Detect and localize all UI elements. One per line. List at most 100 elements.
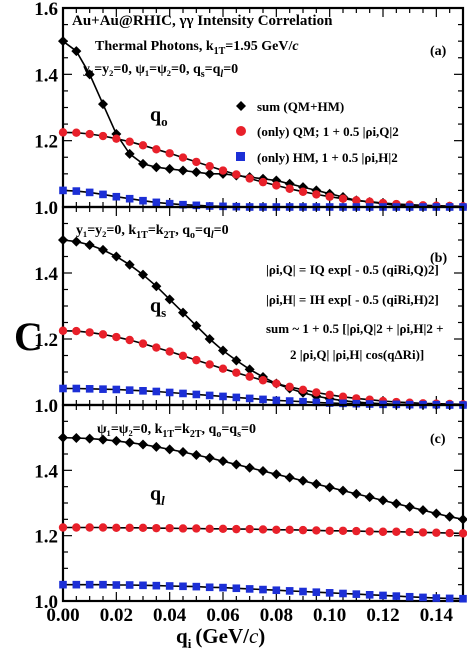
sum-point xyxy=(98,99,108,110)
hm-point xyxy=(445,594,454,603)
formula-3: sum ~ 1 + 0.5 [|ρi,Q|2 + |ρi,H|2 + xyxy=(266,321,444,336)
sum-point xyxy=(84,433,95,444)
legend-hm-label: (only) HM, 1 + 0.5 |ρi,H|2 xyxy=(257,150,398,165)
qm-point xyxy=(445,528,454,538)
hm-point xyxy=(152,387,161,396)
qm-point xyxy=(232,170,241,179)
sum-point xyxy=(58,432,68,443)
qm-point xyxy=(125,137,134,146)
qm-point xyxy=(58,326,68,335)
hm-point xyxy=(85,188,94,197)
panel-c-line1: ψ₁=ψ₂=0, k1T=k2T, qo=qs=0 xyxy=(97,422,256,440)
sum-point xyxy=(84,69,95,80)
qm-point xyxy=(245,372,254,381)
sum-point xyxy=(178,307,188,318)
sum-point xyxy=(71,236,82,247)
qm-point xyxy=(85,523,94,532)
panels-group: 1.0 1.2 1.4 1.6 1.0 1.2 1.4 1.0 1.2 1.4 0.00 0.02 0.… xyxy=(34,0,467,626)
sum-point xyxy=(391,498,402,509)
hm-point xyxy=(299,587,307,596)
hm-point xyxy=(365,590,374,599)
sum-point xyxy=(431,508,442,519)
hm-point xyxy=(179,200,187,209)
qm-point xyxy=(72,326,81,336)
hm-point xyxy=(139,196,147,205)
hm-point xyxy=(419,593,427,602)
panel-b-line1: y₁=y₂=0, k1T=k2T, qo=ql=0 xyxy=(76,223,229,241)
qm-point xyxy=(272,525,281,534)
qm-point xyxy=(325,390,334,399)
qm-point xyxy=(98,523,108,532)
panel-c-diamond-curve xyxy=(62,436,464,521)
qm-point xyxy=(178,524,188,533)
x-tick-label: 0.06 xyxy=(206,605,239,626)
hm-point xyxy=(99,580,107,589)
qm-point xyxy=(352,196,361,205)
panel-b-qlabel: qs xyxy=(150,295,166,320)
sum-point xyxy=(218,456,228,467)
hm-point xyxy=(112,192,121,201)
qm-point xyxy=(312,526,321,535)
sum-point xyxy=(271,469,282,480)
panel-c-tag: (c) xyxy=(430,432,446,447)
legend: sum (QM+HM) (only) QM; 1 + 0.5 |ρi,Q|2 (… xyxy=(236,99,399,165)
panel-c-qlabel: ql xyxy=(150,483,165,508)
sum-point xyxy=(58,235,68,245)
sum-point xyxy=(338,485,348,496)
legend-sum-marker xyxy=(236,101,246,111)
qm-point xyxy=(272,379,281,388)
qm-point xyxy=(405,527,414,537)
hm-point xyxy=(72,187,81,195)
hm-point xyxy=(139,581,147,590)
qm-point xyxy=(245,174,254,183)
sum-point xyxy=(404,501,415,512)
qm-point xyxy=(112,134,121,143)
sum-point xyxy=(191,449,202,460)
hm-point xyxy=(99,190,107,199)
sum-point xyxy=(138,158,148,169)
hm-point xyxy=(259,395,267,404)
qm-point xyxy=(325,526,334,535)
x-tick-label: 0.04 xyxy=(153,605,187,626)
legend-qm-marker xyxy=(236,126,246,136)
qm-point xyxy=(205,524,214,534)
panel-a-tag: (a) xyxy=(430,44,447,59)
sum-point xyxy=(58,36,68,47)
sum-point xyxy=(444,511,455,522)
hm-point xyxy=(352,590,361,598)
hm-point xyxy=(392,592,401,600)
sum-point xyxy=(111,435,122,446)
qm-point xyxy=(192,355,201,365)
sum-point xyxy=(351,488,362,499)
formula-4: 2 |ρi,Q| |ρi,H| cos(qΔRi)] xyxy=(290,347,424,362)
panel-a-ytick-label: 1.6 xyxy=(34,0,58,20)
qm-point xyxy=(232,368,241,377)
qm-point xyxy=(72,128,81,137)
sum-point xyxy=(458,514,467,525)
sum-point xyxy=(138,269,148,280)
hm-point xyxy=(405,592,414,601)
sum-point xyxy=(284,472,295,483)
sum-point xyxy=(124,437,135,448)
sum-point xyxy=(178,447,188,458)
hm-point xyxy=(112,581,121,589)
sum-point xyxy=(151,441,162,452)
hm-point xyxy=(285,397,294,405)
qm-point xyxy=(58,523,68,532)
panel-c-ytick-label: 1.2 xyxy=(34,527,58,548)
qm-point xyxy=(285,184,294,193)
hm-point xyxy=(72,384,81,393)
qm-point xyxy=(192,524,201,533)
qm-point xyxy=(205,162,214,171)
sum-point xyxy=(204,334,215,344)
sum-point xyxy=(124,259,135,270)
sum-point xyxy=(204,168,215,179)
hm-point xyxy=(59,580,67,589)
qm-point xyxy=(165,149,174,158)
qm-point xyxy=(152,145,161,154)
hm-point xyxy=(205,583,214,592)
sum-point xyxy=(151,281,162,292)
panel-a-ytick-label: 1.2 xyxy=(34,132,58,153)
hm-point xyxy=(312,398,321,407)
panel-c-ytick-label: 1.4 xyxy=(34,461,58,482)
